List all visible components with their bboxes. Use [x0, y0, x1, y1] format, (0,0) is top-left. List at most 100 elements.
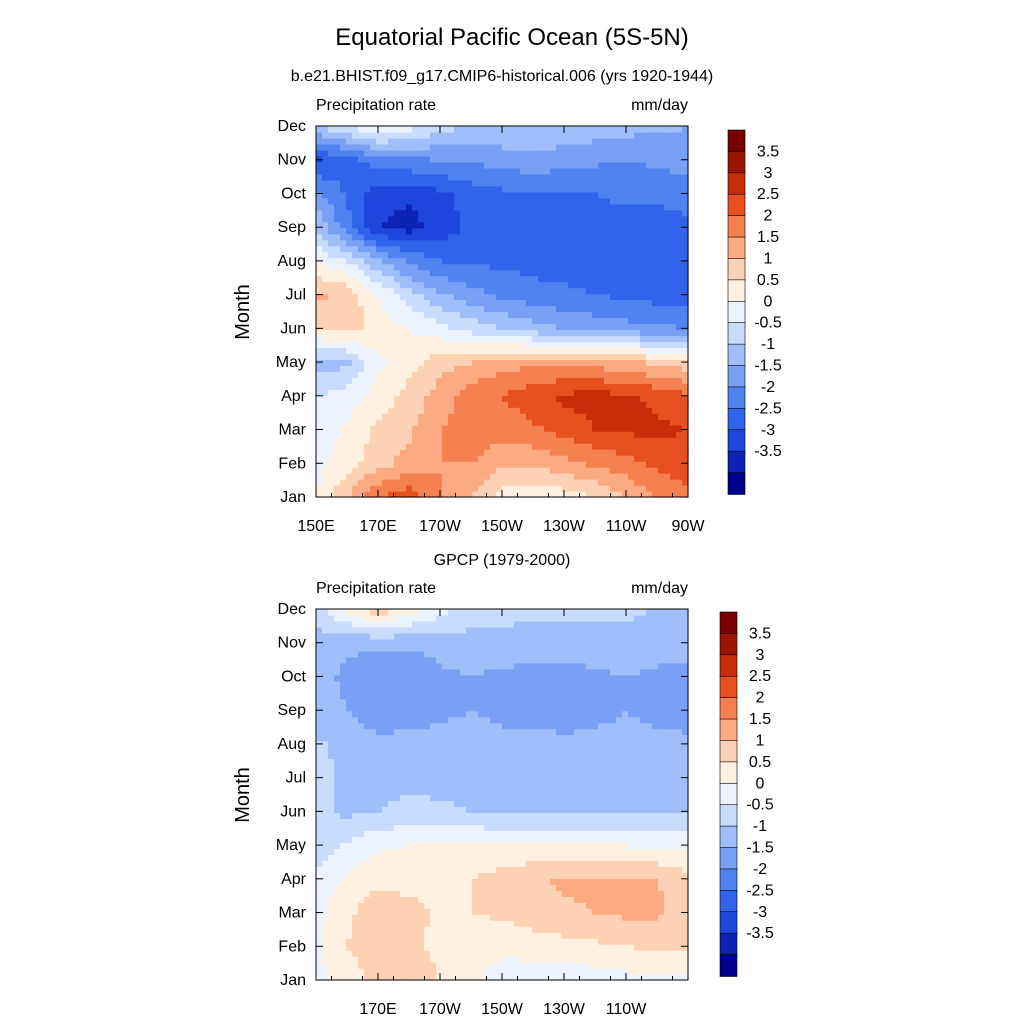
heatmap-cell [376, 383, 383, 390]
heatmap-cell [544, 944, 551, 951]
heatmap-cell [526, 329, 533, 337]
heatmap-cell [346, 137, 353, 145]
heatmap-cell [682, 950, 689, 957]
heatmap-cell [490, 245, 497, 253]
heatmap-cell [490, 908, 497, 915]
heatmap-cell [412, 944, 419, 951]
heatmap-cell [562, 185, 569, 193]
heatmap-cell [490, 461, 497, 468]
heatmap-cell [676, 353, 683, 360]
heatmap-cell [466, 347, 473, 354]
heatmap-cell [352, 407, 359, 414]
heatmap-cell [610, 902, 617, 909]
heatmap-cell [592, 233, 599, 241]
heatmap-cell [592, 185, 599, 193]
heatmap-cell [676, 926, 683, 933]
heatmap-cell [430, 413, 437, 420]
heatmap-cell [610, 401, 617, 408]
heatmap-cell [682, 317, 689, 325]
heatmap-cell [502, 371, 509, 378]
heatmap-cell [322, 203, 329, 211]
heatmap-cell [484, 155, 491, 163]
heatmap-cell [550, 365, 557, 372]
heatmap-cell [544, 461, 551, 468]
heatmap-cell [586, 974, 593, 981]
heatmap-cell [448, 161, 455, 169]
heatmap-cell [460, 353, 467, 360]
heatmap-cell [562, 890, 569, 897]
heatmap-cell [322, 419, 329, 426]
x-tick-label: 130W [543, 518, 586, 535]
panel-right-label: mm/day [631, 97, 688, 114]
heatmap-cell [664, 437, 671, 444]
heatmap-cell [586, 962, 593, 969]
heatmap-cell [334, 902, 341, 909]
heatmap-cell [646, 974, 653, 981]
heatmap-cell [658, 167, 665, 175]
heatmap-cell [448, 461, 455, 468]
heatmap-cell [544, 221, 551, 229]
heatmap-cell [448, 908, 455, 915]
heatmap-cell [370, 131, 377, 139]
heatmap-cell [454, 341, 461, 348]
heatmap-cell [460, 155, 467, 163]
heatmap-cell [322, 311, 329, 319]
colorbar-box [727, 279, 746, 303]
heatmap-cell [538, 968, 545, 975]
heatmap-cell [556, 455, 563, 462]
heatmap-cell [532, 884, 539, 891]
heatmap-cell [616, 449, 623, 456]
heatmap-cell [514, 263, 521, 271]
heatmap-cell [634, 281, 641, 289]
heatmap-cell [472, 479, 479, 486]
heatmap-cell [592, 257, 599, 265]
heatmap-cell [346, 341, 353, 348]
heatmap-cell [322, 281, 329, 289]
heatmap-cell [370, 962, 377, 969]
heatmap-cell [664, 251, 671, 259]
heatmap-cell [580, 155, 587, 163]
heatmap-cell [592, 173, 599, 181]
heatmap-cell [418, 275, 425, 283]
heatmap-cell [562, 956, 569, 963]
heatmap-cell [364, 227, 371, 235]
heatmap-cell [430, 299, 437, 307]
heatmap-cell [592, 293, 599, 301]
heatmap-cell [340, 317, 347, 325]
heatmap-cell [514, 962, 521, 969]
heatmap-cell [634, 185, 641, 193]
heatmap-cell [550, 479, 557, 486]
heatmap-cell [634, 383, 641, 390]
heatmap-cell [346, 389, 353, 396]
heatmap-cell [430, 257, 437, 265]
heatmap-cell [472, 263, 479, 271]
heatmap-cell [550, 920, 557, 927]
heatmap-cell [328, 437, 335, 444]
heatmap-cell [574, 365, 581, 372]
heatmap-cell [412, 407, 419, 414]
heatmap-cell [400, 962, 407, 969]
heatmap-cell [322, 305, 329, 313]
heatmap-cell [568, 425, 575, 432]
heatmap-cell [526, 962, 533, 969]
heatmap-cell [616, 413, 623, 420]
heatmap-cell [616, 962, 623, 969]
heatmap-cell [334, 311, 341, 319]
heatmap-cell [550, 269, 557, 277]
heatmap-cell [514, 956, 521, 963]
heatmap-cell [466, 353, 473, 360]
heatmap-cell [346, 461, 353, 468]
heatmap-cell [388, 902, 395, 909]
heatmap-cell [352, 281, 359, 289]
heatmap-cell [496, 908, 503, 915]
heatmap-cell [502, 293, 509, 301]
heatmap-cell [508, 437, 515, 444]
heatmap-cell [418, 479, 425, 486]
heatmap-cell [622, 377, 629, 384]
heatmap-cell [352, 944, 359, 951]
heatmap-cell [400, 215, 407, 223]
heatmap-cell [604, 173, 611, 181]
heatmap-cell [670, 473, 677, 480]
heatmap-cell [526, 215, 533, 223]
heatmap-cell [544, 443, 551, 450]
